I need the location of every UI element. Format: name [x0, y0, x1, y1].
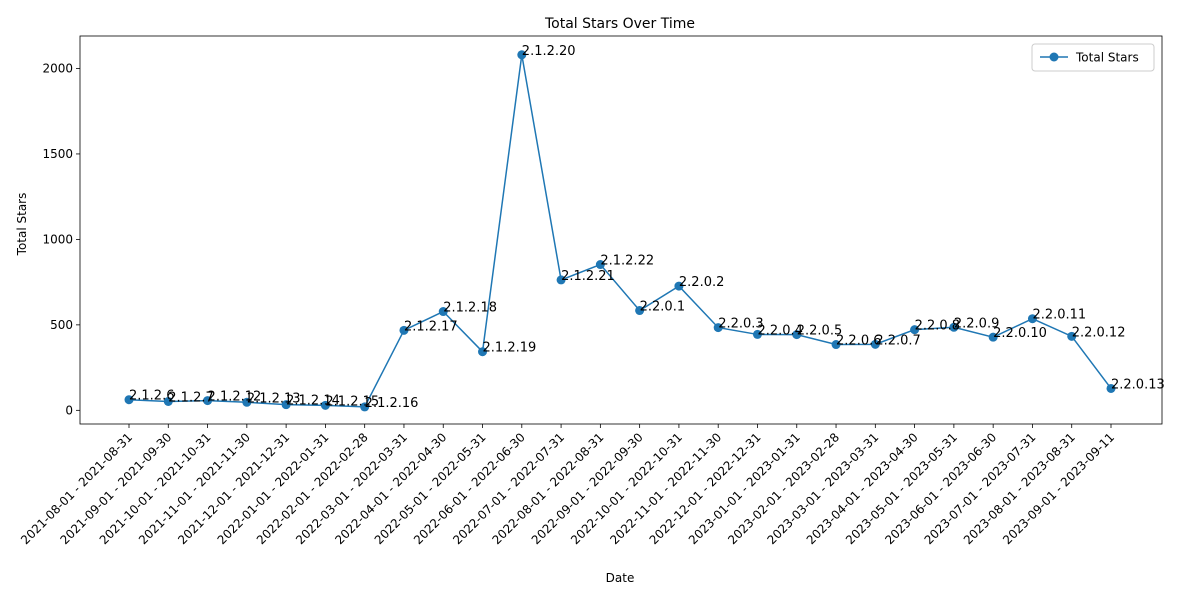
- point-label: 2.1.2.18: [443, 301, 497, 316]
- legend-marker: [1049, 52, 1059, 62]
- point-label: 2.1.2.12: [208, 390, 262, 405]
- data-point: [438, 307, 448, 317]
- y-tick-label: 2000: [42, 61, 73, 75]
- data-point: [1067, 331, 1077, 341]
- point-label: 2.2.0.7: [875, 333, 920, 348]
- legend-box: [1031, 43, 1155, 72]
- point-label: 2.2.0.1: [640, 300, 685, 315]
- plot-frame: [79, 35, 1163, 425]
- data-point: [1106, 383, 1116, 393]
- point-label: 2.2.0.2: [679, 275, 724, 290]
- data-point: [635, 306, 645, 316]
- point-label: 2.2.0.13: [1111, 377, 1165, 392]
- data-point: [320, 400, 330, 410]
- data-point: [713, 323, 723, 333]
- point-label: 2.2.0.10: [993, 326, 1047, 341]
- point-label: 2.1.2.22: [600, 254, 654, 269]
- point-label: 2.1.2.14: [286, 394, 340, 409]
- plot-area: [79, 35, 1163, 425]
- y-tick-label: 1500: [42, 147, 73, 161]
- legend: Total Stars: [1031, 43, 1155, 72]
- point-label: 2.2.0.5: [797, 324, 842, 339]
- data-point: [595, 260, 605, 270]
- y-axis: 0 500 1000 1500 2000: [42, 61, 80, 417]
- point-label: 2.1.2.6: [129, 389, 174, 404]
- point-label: 2.1.2.13: [247, 391, 301, 406]
- point-label: 2.1.2.20: [522, 44, 576, 59]
- data-point: [478, 347, 488, 357]
- y-tick-label: 0: [65, 403, 73, 417]
- point-label: 2.1.2.7: [168, 390, 213, 405]
- data-point: [163, 396, 173, 406]
- series-layer: [124, 50, 1116, 412]
- point-label: 2.2.0.6: [836, 334, 881, 349]
- data-point: [831, 340, 841, 350]
- data-point: [870, 339, 880, 349]
- point-label: 2.1.2.19: [483, 341, 537, 356]
- data-point: [910, 325, 920, 335]
- data-point: [242, 397, 252, 407]
- data-point: [988, 332, 998, 342]
- point-label: 2.2.0.9: [954, 316, 999, 331]
- point-label: 2.1.2.17: [404, 319, 458, 334]
- legend-entry-total-stars: Total Stars: [1075, 51, 1139, 65]
- data-point: [792, 330, 802, 340]
- point-label: 2.2.0.11: [1032, 308, 1086, 323]
- point-label: 2.2.0.8: [915, 319, 960, 334]
- data-point: [517, 50, 527, 60]
- data-point: [399, 325, 409, 335]
- data-point: [281, 400, 291, 410]
- x-axis-label: Date: [606, 571, 635, 585]
- point-label: 2.2.0.3: [718, 317, 763, 332]
- point-label: 2.1.2.16: [365, 396, 419, 411]
- data-point: [124, 395, 134, 405]
- data-point: [674, 281, 684, 291]
- data-point: [949, 322, 959, 332]
- point-labels: 2.1.2.62.1.2.72.1.2.122.1.2.132.1.2.142.…: [129, 44, 1165, 411]
- point-label: 2.2.0.12: [1072, 325, 1126, 340]
- data-point: [203, 396, 213, 406]
- chart-title: Total Stars Over Time: [544, 16, 695, 32]
- point-label: 2.1.2.15: [325, 394, 379, 409]
- series-line-total-stars: [128, 54, 1112, 408]
- point-label: 2.2.0.4: [757, 323, 802, 338]
- data-point: [556, 275, 566, 285]
- y-axis-label: Total Stars: [15, 193, 29, 257]
- data-point: [752, 329, 762, 339]
- data-point: [1027, 314, 1037, 324]
- y-tick-label: 500: [50, 318, 73, 332]
- data-point: [360, 402, 370, 412]
- point-label: 2.1.2.21: [561, 269, 615, 284]
- y-tick-label: 1000: [42, 232, 73, 246]
